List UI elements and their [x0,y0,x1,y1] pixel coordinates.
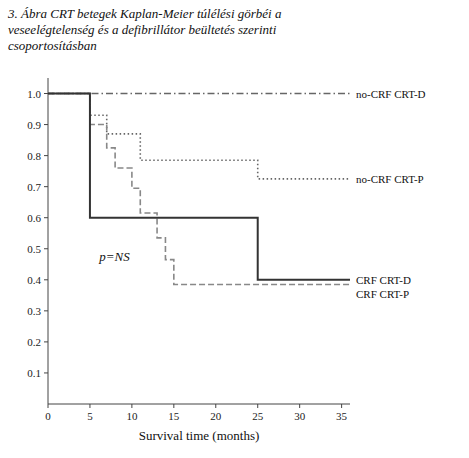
y-tick [44,155,48,156]
series-label: no-CRF CRT-D [356,88,426,100]
title-line: veseelégtelenség és a defibrillátor beül… [8,22,277,37]
x-tick [131,404,132,408]
survival-curve [48,93,350,95]
y-tick-label: 0.6 [27,212,41,224]
chart: 3. Ábra CRT betegek Kaplan-Meier túlélés… [0,0,469,458]
y-tick-label: 0.9 [27,119,41,131]
x-tick [173,404,174,408]
x-tick [89,404,90,408]
title-line: 3. Ábra CRT betegek Kaplan-Meier túlélés… [7,6,282,21]
series-label: no-CRF CRT-P [356,173,424,185]
y-tick-label: 0.2 [27,336,41,348]
y-tick-label: 0.1 [27,367,41,379]
y-tick-label: 1.0 [27,88,41,100]
x-axis-label: Survival time (months) [139,428,260,443]
y-tick-label: 0.5 [27,243,41,255]
y-axis-line [48,78,49,404]
y-tick-label: 0.4 [27,274,41,286]
y-tick [44,310,48,311]
x-tick [215,404,216,408]
x-tick-label: 10 [126,410,138,422]
y-tick [44,372,48,373]
x-tick-label: 25 [252,410,264,422]
y-tick [44,124,48,125]
x-tick-label: 15 [168,410,180,422]
annotation: p=NS [98,249,130,264]
series-label: CRF CRT-D [356,274,411,286]
x-tick-label: 30 [294,410,306,422]
y-tick-label: 0.8 [27,150,41,162]
y-tick [44,93,48,94]
x-tick [341,404,342,408]
y-tick [44,341,48,342]
x-tick [48,404,49,408]
x-tick-label: 5 [87,410,93,422]
y-tick-label: 0.3 [27,305,41,317]
series-label: CRF CRT-P [356,288,409,300]
y-tick [44,279,48,280]
x-tick-label: 0 [45,410,51,422]
x-tick [299,404,300,408]
survival-curve [48,94,350,285]
x-tick-label: 20 [210,410,222,422]
y-tick-label: 0.7 [27,181,41,193]
survival-curve [48,94,350,179]
y-tick [44,217,48,218]
x-tick [257,404,258,408]
title-line: csoportosításban [8,38,97,53]
x-tick-label: 35 [336,410,348,422]
y-tick [44,248,48,249]
series-labels: no-CRF CRT-D no-CRF CRT-P CRF CRT-D CRF CRT… [356,88,426,300]
series-lines [48,94,350,285]
y-tick [44,186,48,187]
x-axis-line [48,404,350,405]
axes: 0.1 0.2 0.3 0.4 0.5 0.6 0.7 0.8 0.9 1.0 0 5 10 15 20 25… [27,78,350,422]
title: 3. Ábra CRT betegek Kaplan-Meier túlélés… [7,6,282,53]
survival-curve [48,94,350,280]
